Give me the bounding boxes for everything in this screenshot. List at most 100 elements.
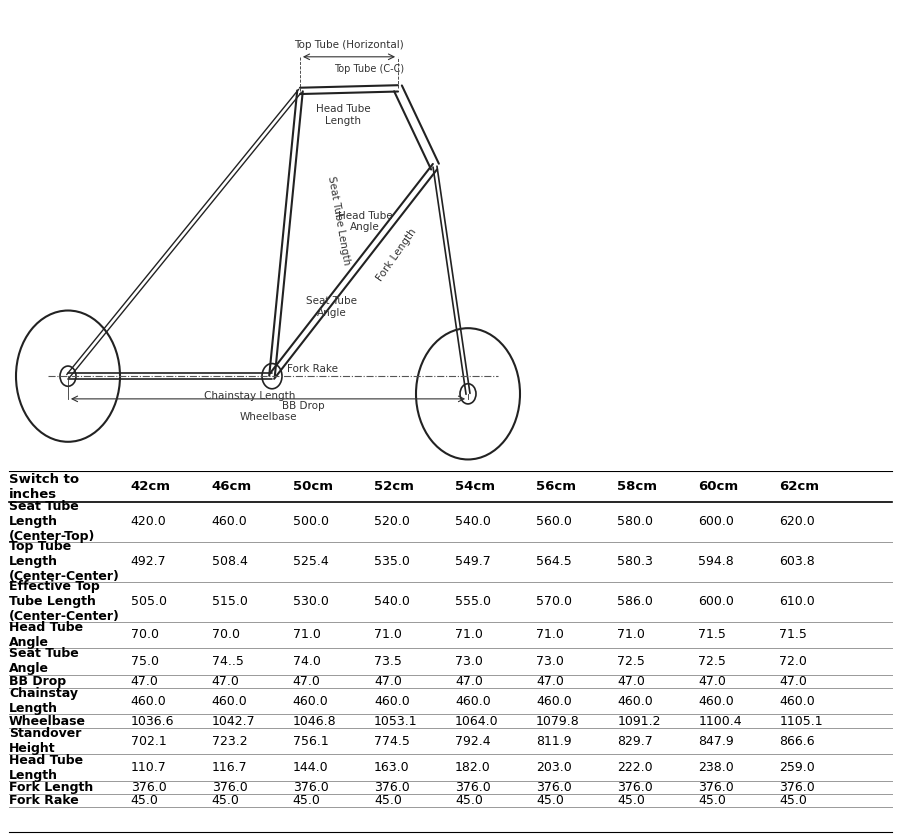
Text: 47.0: 47.0 <box>617 675 645 688</box>
Text: 144.0: 144.0 <box>293 761 329 774</box>
Text: 1091.2: 1091.2 <box>617 715 660 727</box>
Text: 500.0: 500.0 <box>293 515 329 529</box>
Text: 71.0: 71.0 <box>374 628 402 641</box>
Text: 1105.1: 1105.1 <box>779 715 823 727</box>
Text: 564.5: 564.5 <box>536 555 572 568</box>
Text: 376.0: 376.0 <box>779 781 815 794</box>
Text: 116.7: 116.7 <box>212 761 248 774</box>
Text: 492.7: 492.7 <box>131 555 167 568</box>
Text: Seat Tube Length: Seat Tube Length <box>326 176 351 266</box>
Text: 45.0: 45.0 <box>698 794 726 807</box>
Text: Top Tube (Horizontal): Top Tube (Horizontal) <box>294 41 404 51</box>
Text: 792.4: 792.4 <box>455 735 491 747</box>
Text: 376.0: 376.0 <box>293 781 329 794</box>
Text: 203.0: 203.0 <box>536 761 572 774</box>
Text: 376.0: 376.0 <box>617 781 653 794</box>
Text: 46cm: 46cm <box>212 480 252 493</box>
Text: Top Tube
Length
(Center-Center): Top Tube Length (Center-Center) <box>9 540 120 583</box>
Text: Fork Rake: Fork Rake <box>287 364 338 374</box>
Text: 505.0: 505.0 <box>131 595 167 608</box>
Text: Wheelbase: Wheelbase <box>9 715 86 727</box>
Text: 259.0: 259.0 <box>779 761 815 774</box>
Text: Seat Tube
Angle: Seat Tube Angle <box>306 296 358 318</box>
Text: 73.0: 73.0 <box>455 655 483 668</box>
Text: 460.0: 460.0 <box>131 695 167 708</box>
Text: 71.0: 71.0 <box>455 628 483 641</box>
Text: 847.9: 847.9 <box>698 735 734 747</box>
Text: 540.0: 540.0 <box>455 515 491 529</box>
Text: Head Tube
Angle: Head Tube Angle <box>9 620 83 649</box>
Text: 72.0: 72.0 <box>779 655 807 668</box>
Text: 460.0: 460.0 <box>698 695 734 708</box>
Text: 50cm: 50cm <box>293 480 332 493</box>
Text: 163.0: 163.0 <box>374 761 410 774</box>
Text: 580.3: 580.3 <box>617 555 653 568</box>
Text: 71.0: 71.0 <box>617 628 645 641</box>
Text: Head Tube
Length: Head Tube Length <box>315 104 370 126</box>
Text: 376.0: 376.0 <box>455 781 491 794</box>
Text: 70.0: 70.0 <box>212 628 240 641</box>
Text: 45.0: 45.0 <box>455 794 483 807</box>
Text: 594.8: 594.8 <box>698 555 734 568</box>
Text: 460.0: 460.0 <box>293 695 329 708</box>
Text: 610.0: 610.0 <box>779 595 815 608</box>
Text: 774.5: 774.5 <box>374 735 410 747</box>
Text: 460.0: 460.0 <box>455 695 491 708</box>
Text: 620.0: 620.0 <box>779 515 815 529</box>
Text: 756.1: 756.1 <box>293 735 329 747</box>
Text: Fork Length: Fork Length <box>375 227 418 283</box>
Text: 62cm: 62cm <box>779 480 819 493</box>
Text: 71.0: 71.0 <box>536 628 564 641</box>
Text: 460.0: 460.0 <box>536 695 572 708</box>
Text: Fork Length: Fork Length <box>9 781 94 794</box>
Text: Chainstay
Length: Chainstay Length <box>9 687 78 716</box>
Text: 520.0: 520.0 <box>374 515 410 529</box>
Text: 45.0: 45.0 <box>212 794 240 807</box>
Text: 549.7: 549.7 <box>455 555 491 568</box>
Text: 460.0: 460.0 <box>779 695 815 708</box>
Text: Seat Tube
Angle: Seat Tube Angle <box>9 647 78 676</box>
Text: 45.0: 45.0 <box>779 794 807 807</box>
Text: 47.0: 47.0 <box>536 675 564 688</box>
Text: 1064.0: 1064.0 <box>455 715 498 727</box>
Text: 376.0: 376.0 <box>131 781 167 794</box>
Text: 376.0: 376.0 <box>536 781 572 794</box>
Text: 460.0: 460.0 <box>212 515 248 529</box>
Text: 1100.4: 1100.4 <box>698 715 742 727</box>
Text: 515.0: 515.0 <box>212 595 248 608</box>
Text: 72.5: 72.5 <box>617 655 645 668</box>
Text: Switch to
inches: Switch to inches <box>9 473 79 500</box>
Text: 182.0: 182.0 <box>455 761 491 774</box>
Text: Head Tube
Length: Head Tube Length <box>9 754 83 781</box>
Text: 70.0: 70.0 <box>131 628 159 641</box>
Text: Chainstay Length: Chainstay Length <box>205 391 296 401</box>
Text: 71.0: 71.0 <box>293 628 321 641</box>
Text: BB Drop: BB Drop <box>9 675 66 688</box>
Text: 74..5: 74..5 <box>212 655 243 668</box>
Text: 75.0: 75.0 <box>131 655 159 668</box>
Text: Head Tube
Angle: Head Tube Angle <box>338 211 392 233</box>
Text: 47.0: 47.0 <box>293 675 321 688</box>
Text: 1036.6: 1036.6 <box>131 715 174 727</box>
Text: 45.0: 45.0 <box>293 794 321 807</box>
Text: Fork Rake: Fork Rake <box>9 794 78 807</box>
Text: 238.0: 238.0 <box>698 761 734 774</box>
Text: 535.0: 535.0 <box>374 555 410 568</box>
Text: 73.0: 73.0 <box>536 655 564 668</box>
Text: 47.0: 47.0 <box>779 675 807 688</box>
Text: 47.0: 47.0 <box>698 675 726 688</box>
Text: 702.1: 702.1 <box>131 735 167 747</box>
Text: 525.4: 525.4 <box>293 555 329 568</box>
Text: 54cm: 54cm <box>455 480 495 493</box>
Text: 1079.8: 1079.8 <box>536 715 580 727</box>
Text: 460.0: 460.0 <box>212 695 248 708</box>
Text: 376.0: 376.0 <box>698 781 734 794</box>
Text: 47.0: 47.0 <box>212 675 240 688</box>
Text: 71.5: 71.5 <box>698 628 726 641</box>
Text: 52cm: 52cm <box>374 480 414 493</box>
Text: 58cm: 58cm <box>617 480 657 493</box>
Text: Seat Tube
Length
(Center-Top): Seat Tube Length (Center-Top) <box>9 500 96 544</box>
Text: 74.0: 74.0 <box>293 655 321 668</box>
Text: 570.0: 570.0 <box>536 595 572 608</box>
Text: 560.0: 560.0 <box>536 515 572 529</box>
